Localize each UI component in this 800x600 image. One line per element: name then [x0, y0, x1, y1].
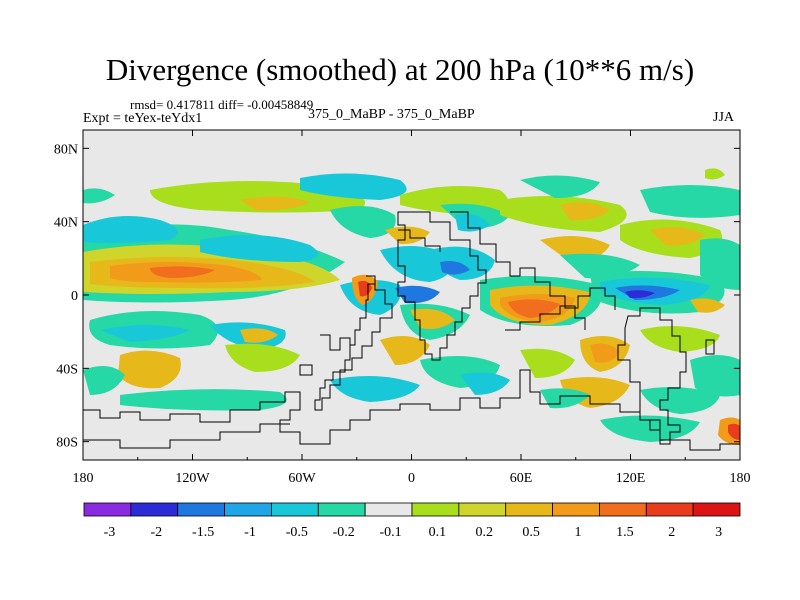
colorbar-swatch: [130, 502, 179, 517]
colorbar-swatch: [83, 502, 132, 517]
experiment-label: Expt = teYex-teYdx1: [83, 111, 203, 126]
field-patch-cyan: [83, 216, 178, 244]
coastline-outlines: [83, 211, 740, 451]
x-axis: 180 120W 60W 0 60E 120E 180: [73, 130, 751, 486]
y-tick-label: 40S: [56, 362, 78, 377]
colorbar-swatch: [224, 502, 272, 517]
colorbar-label: 0.2: [476, 525, 494, 540]
y-tick-label: 80N: [54, 142, 78, 157]
field-patch-amber: [240, 196, 310, 211]
y-tick-label: 80S: [56, 436, 78, 451]
colorbar-label: -2: [150, 525, 162, 540]
colorbar-swatch: [692, 502, 741, 517]
colorbar-swatch: [271, 502, 319, 517]
field-patch-red: [728, 423, 740, 440]
coast-new-zealand: [705, 339, 715, 355]
coast-antarctica: [83, 369, 740, 451]
coast-australia: [617, 307, 687, 445]
rmsd-diff-stats: rmsd= 0.417811 diff= -0.00458849: [130, 97, 314, 112]
field-patch-lime: [225, 343, 300, 372]
field-patch-amber: [380, 336, 430, 365]
colorbar-label: -1.5: [192, 525, 214, 540]
x-tick-label: 120E: [616, 471, 646, 486]
field-patch-teal: [690, 355, 740, 397]
colorbar-label: -0.5: [286, 525, 308, 540]
colorbar: -3 -2 -1.5 -1 -0.5 -0.2 -0.1 0.1 0.2 0.5 1 1.5 2 3: [83, 502, 741, 540]
colorbar-swatch: [458, 502, 507, 517]
x-tick-label: 0: [408, 471, 415, 486]
runs-label: 375_0_MaBP - 375_0_MaBP: [308, 107, 475, 122]
season-label: JJA: [713, 110, 735, 125]
divergence-field: [83, 168, 740, 445]
colorbar-label: 2: [668, 525, 675, 540]
field-patch-amber: [385, 226, 430, 245]
field-patch-teal: [83, 366, 125, 395]
field-patch-cyan: [330, 376, 420, 402]
field-patch-red_orange: [508, 299, 560, 318]
coast-south-america: [314, 275, 393, 411]
colorbar-label: -3: [104, 525, 116, 540]
y-axis: 80N 40N 0 40S 80S: [54, 142, 740, 451]
x-tick-label: 180: [73, 471, 94, 486]
colorbar-swatch: [599, 502, 647, 517]
field-patch-teal: [700, 238, 740, 290]
coast-central-america: [320, 334, 351, 351]
field-patch-orange: [590, 343, 620, 363]
colorbar-swatch: [364, 502, 413, 517]
field-patch-teal: [540, 388, 590, 409]
coast-africa: [397, 211, 487, 361]
y-tick-label: 40N: [54, 216, 78, 231]
coast-antarctica-inner: [83, 423, 290, 449]
colorbar-label: -0.2: [333, 525, 355, 540]
coast-asia: [450, 211, 616, 310]
x-tick-label: 60E: [510, 471, 533, 486]
field-patch-amber: [118, 350, 181, 389]
field-patch-cyan: [455, 213, 490, 232]
colorbar-label: 3: [715, 525, 722, 540]
coast-island: [299, 364, 313, 376]
field-patch-teal: [640, 185, 740, 218]
field-patch-blue: [440, 261, 470, 275]
colorbar-swatch: [317, 502, 366, 517]
x-tick-label: 120W: [175, 471, 210, 486]
colorbar-label: 0.1: [429, 525, 447, 540]
colorbar-label: 0.5: [522, 525, 540, 540]
field-patch-amber: [240, 328, 278, 343]
y-tick-label: 0: [71, 289, 78, 304]
field-patch-cyan: [300, 173, 407, 200]
x-tick-label: 180: [730, 471, 751, 486]
field-patch-dark_blue: [625, 290, 655, 299]
colorbar-label: 1: [575, 525, 582, 540]
field-patch-teal: [83, 188, 115, 204]
field-patch-blue: [395, 285, 440, 304]
colorbar-swatch: [645, 502, 694, 517]
field-patch-amber: [410, 308, 455, 329]
field-patch-lime: [520, 348, 575, 378]
colorbar-swatch: [505, 502, 553, 517]
colorbar-swatch: [177, 502, 225, 517]
coast-mediterranean: [398, 229, 441, 252]
colorbar-swatch: [552, 502, 600, 517]
coast-maritime: [505, 305, 586, 331]
x-tick-label: 60W: [288, 471, 316, 486]
colorbar-label: -0.1: [379, 525, 401, 540]
field-patch-lime: [705, 168, 725, 180]
field-patch-amber: [690, 298, 725, 313]
field-patch-cyan: [100, 325, 190, 342]
field-patch-cyan: [200, 235, 318, 262]
colorbar-label: 1.5: [616, 525, 634, 540]
field-patch-teal: [120, 389, 287, 411]
field-patch-amber: [650, 226, 705, 246]
field-patch-cyan: [460, 372, 510, 395]
field-patch-amber: [560, 202, 610, 221]
field-patch-red_orange: [150, 266, 215, 278]
field-patch-teal: [520, 175, 600, 198]
colorbar-swatch: [411, 502, 460, 517]
colorbar-label: -1: [244, 525, 256, 540]
field-patch-teal: [330, 206, 396, 238]
map-title: Divergence (smoothed) at 200 hPa (10**6 …: [105, 52, 695, 87]
